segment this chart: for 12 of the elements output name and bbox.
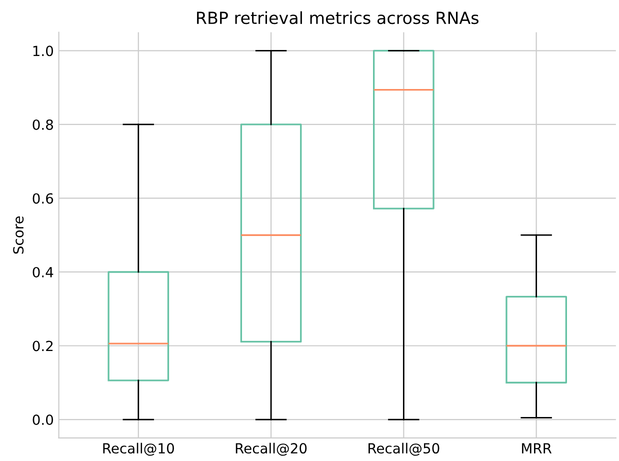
chart-title: RBP retrieval metrics across RNAs: [197, 11, 478, 24]
y-tick-label: 0.8: [32, 119, 53, 130]
x-tick-label: Recall@20: [236, 442, 307, 456]
y-tick-label: 0.0: [32, 414, 54, 425]
y-tick-label: 0.2: [32, 340, 53, 352]
x-tick-label: MRR: [522, 443, 552, 454]
y-tick-label: 0.4: [32, 266, 54, 278]
y-tick-label: 0.6: [32, 193, 54, 204]
x-tick-label: Recall@50: [368, 442, 440, 456]
x-tick-label: Recall@10: [103, 442, 174, 456]
y-axis-title: Score: [13, 216, 24, 254]
y-tick-label: 1.0: [33, 46, 54, 56]
